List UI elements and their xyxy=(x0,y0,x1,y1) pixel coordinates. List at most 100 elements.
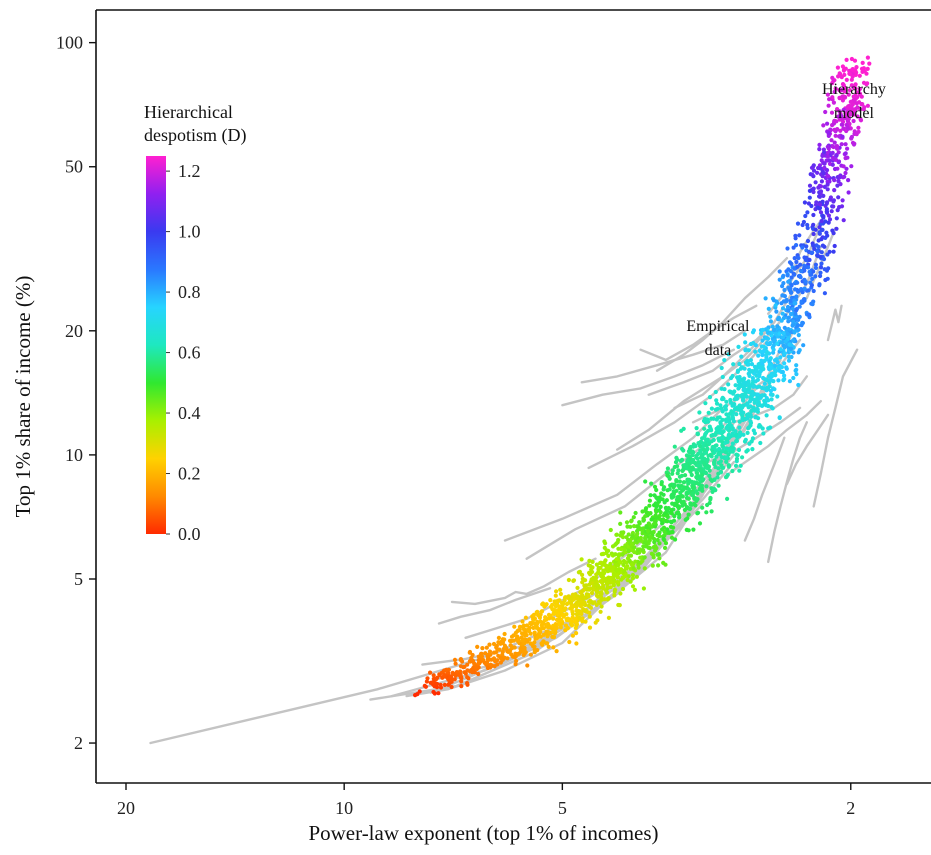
model-point xyxy=(768,377,774,383)
model-point xyxy=(465,675,470,680)
model-point xyxy=(774,309,779,314)
model-point xyxy=(632,587,638,592)
model-point xyxy=(495,662,500,667)
model-point xyxy=(598,571,603,577)
model-point xyxy=(726,382,731,387)
model-point xyxy=(829,110,835,115)
model-point xyxy=(838,128,843,133)
model-point xyxy=(587,614,592,619)
model-point xyxy=(707,395,713,400)
model-point xyxy=(724,399,729,404)
model-point xyxy=(722,387,727,392)
model-point xyxy=(834,226,839,231)
model-point xyxy=(611,572,617,577)
model-point xyxy=(792,256,797,261)
model-point xyxy=(621,562,626,568)
model-point xyxy=(496,640,501,645)
model-point xyxy=(855,95,860,100)
model-point xyxy=(768,356,773,361)
model-point xyxy=(771,386,776,391)
model-point xyxy=(671,518,677,523)
model-point xyxy=(801,219,807,225)
model-point xyxy=(553,625,559,630)
model-point xyxy=(777,269,782,274)
empirical-trajectory xyxy=(812,348,859,508)
model-point xyxy=(805,210,810,215)
model-point xyxy=(818,273,823,279)
model-point xyxy=(602,571,607,576)
model-point xyxy=(757,374,762,379)
model-point xyxy=(811,163,816,168)
model-point xyxy=(632,545,637,550)
model-point xyxy=(818,265,824,270)
model-point xyxy=(708,495,713,501)
empirical-trajectory xyxy=(149,421,735,745)
model-point xyxy=(436,691,441,696)
model-point xyxy=(736,386,741,391)
model-point xyxy=(523,615,529,620)
model-point xyxy=(714,398,719,403)
model-point xyxy=(605,585,610,590)
model-point xyxy=(618,510,623,515)
model-point xyxy=(705,457,710,462)
model-point xyxy=(797,273,802,278)
model-point xyxy=(860,102,865,107)
model-point xyxy=(665,466,671,471)
model-point xyxy=(846,190,851,195)
model-point xyxy=(817,194,823,199)
model-point xyxy=(567,639,572,645)
model-point xyxy=(661,560,666,566)
model-point xyxy=(819,158,824,163)
model-point xyxy=(764,357,769,362)
model-point xyxy=(737,361,742,367)
model-point xyxy=(453,661,458,666)
model-point xyxy=(747,399,753,404)
model-point xyxy=(850,74,855,79)
model-point xyxy=(765,330,771,335)
model-point xyxy=(633,510,638,516)
model-point xyxy=(526,628,531,633)
colorbar-title: Hierarchical xyxy=(144,102,233,122)
model-point xyxy=(511,638,516,643)
model-point xyxy=(749,414,754,419)
model-point xyxy=(476,661,481,666)
model-point xyxy=(822,184,827,189)
model-point xyxy=(617,559,623,564)
model-point xyxy=(801,297,807,302)
model-point xyxy=(859,66,865,71)
model-point xyxy=(807,269,812,274)
model-point xyxy=(780,311,785,316)
model-point xyxy=(668,519,673,524)
model-point xyxy=(603,541,608,546)
model-point xyxy=(551,616,556,621)
model-point xyxy=(614,557,619,562)
model-point xyxy=(517,624,523,630)
colorbar-tick-label: 0.4 xyxy=(178,403,201,423)
model-point xyxy=(839,142,844,147)
model-point xyxy=(686,528,691,533)
model-point xyxy=(483,651,488,656)
model-point xyxy=(720,374,725,380)
model-point xyxy=(819,179,825,184)
model-point xyxy=(694,489,699,494)
model-point xyxy=(714,401,720,406)
model-point xyxy=(587,582,592,587)
model-point xyxy=(854,90,859,95)
model-point xyxy=(695,471,700,476)
model-point xyxy=(763,296,768,301)
model-point xyxy=(707,473,712,478)
colorbar-tick-label: 0.2 xyxy=(178,464,201,484)
model-point xyxy=(565,626,571,631)
model-point xyxy=(836,159,842,164)
model-point xyxy=(488,662,493,667)
model-point xyxy=(507,638,513,643)
model-point xyxy=(829,209,834,214)
model-point xyxy=(616,553,621,559)
model-point xyxy=(709,406,715,411)
model-point xyxy=(830,162,835,167)
model-point xyxy=(826,213,832,218)
model-point xyxy=(769,372,774,377)
model-point xyxy=(570,611,576,617)
model-point xyxy=(714,426,719,431)
